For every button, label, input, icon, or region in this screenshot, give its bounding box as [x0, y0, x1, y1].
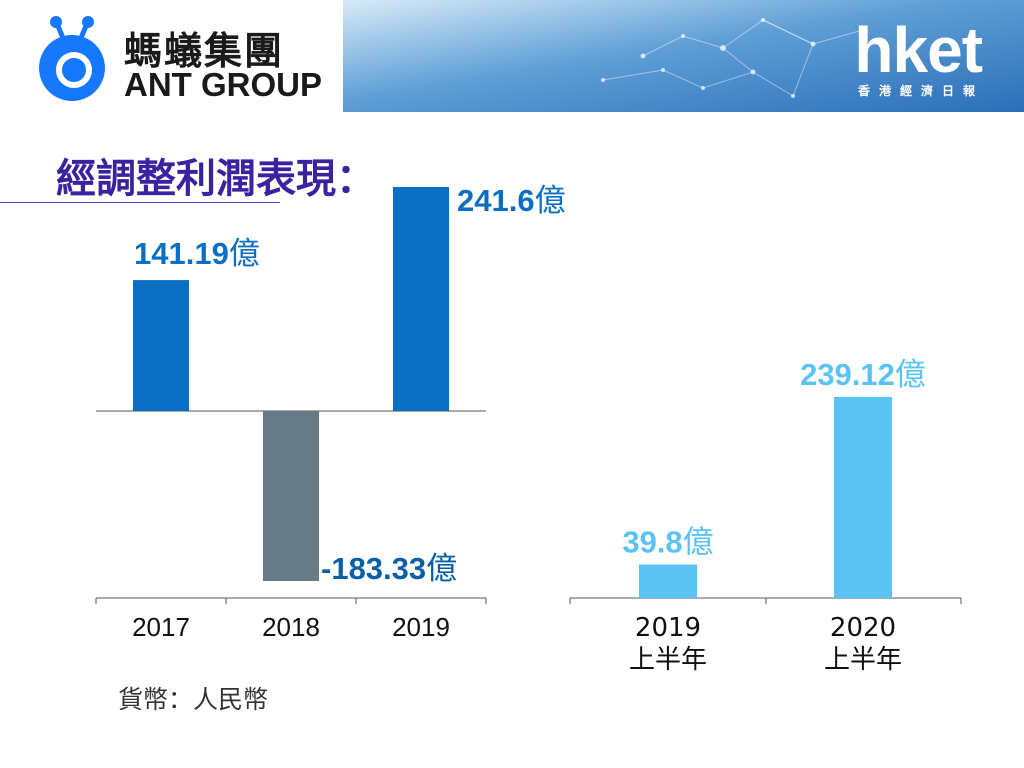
title-underline: [0, 202, 280, 203]
data-label-2018: -183.33億: [321, 551, 457, 587]
chart-title: 經調整利潤表現：: [56, 156, 376, 202]
tick-label-halfyear-1: 2020 上半年: [824, 613, 902, 675]
media-banner: [343, 0, 1024, 112]
tick-label-2019: 2019: [392, 612, 450, 642]
bar-2019: [393, 186, 449, 411]
tick-label-2018: 2018: [262, 612, 320, 642]
brand-name-cn: 螞蟻集團: [124, 29, 285, 73]
data-label-halfyear-1: 239.12億: [800, 357, 926, 393]
hket-logo: hket: [854, 14, 983, 86]
ant-logo-icon: [39, 16, 105, 101]
brand-name-en: ANT GROUP: [124, 66, 322, 103]
tick-label-halfyear-0: 2019 上半年: [629, 613, 707, 675]
header: 螞蟻集團 ANT GROUP hket 香港經濟日報: [0, 0, 1024, 112]
data-label-halfyear-0: 39.8億: [622, 525, 713, 561]
data-label-2019: 241.6億: [457, 183, 566, 219]
bar-2017: [133, 280, 189, 411]
data-label-2017: 141.19億: [134, 236, 260, 272]
currency-note: 貨幣：人民幣: [118, 685, 269, 714]
hket-subtitle: 香港經濟日報: [857, 84, 984, 98]
bar-2018: [263, 411, 319, 581]
bar-halfyear-0: [639, 564, 697, 598]
tick-label-2017: 2017: [132, 612, 190, 642]
bar-halfyear-1: [834, 396, 892, 598]
